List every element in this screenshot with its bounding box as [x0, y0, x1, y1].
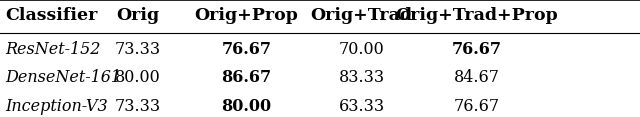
Text: 83.33: 83.33	[339, 69, 385, 86]
Text: Classifier: Classifier	[5, 7, 97, 24]
Text: ResNet-152: ResNet-152	[5, 41, 100, 58]
Text: 76.67: 76.67	[452, 41, 502, 58]
Text: 84.67: 84.67	[454, 69, 500, 86]
Text: 76.67: 76.67	[221, 41, 271, 58]
Text: 73.33: 73.33	[115, 98, 161, 115]
Text: Orig+Trad: Orig+Trad	[310, 7, 413, 24]
Text: Orig: Orig	[116, 7, 159, 24]
Text: 63.33: 63.33	[339, 98, 385, 115]
Text: 70.00: 70.00	[339, 41, 385, 58]
Text: Orig+Trad+Prop: Orig+Trad+Prop	[396, 7, 558, 24]
Text: Inception-V3: Inception-V3	[5, 98, 108, 115]
Text: DenseNet-161: DenseNet-161	[5, 69, 121, 86]
Text: 80.00: 80.00	[221, 98, 271, 115]
Text: 80.00: 80.00	[115, 69, 161, 86]
Text: Orig+Prop: Orig+Prop	[195, 7, 298, 24]
Text: 86.67: 86.67	[221, 69, 271, 86]
Text: 73.33: 73.33	[115, 41, 161, 58]
Text: 76.67: 76.67	[454, 98, 500, 115]
